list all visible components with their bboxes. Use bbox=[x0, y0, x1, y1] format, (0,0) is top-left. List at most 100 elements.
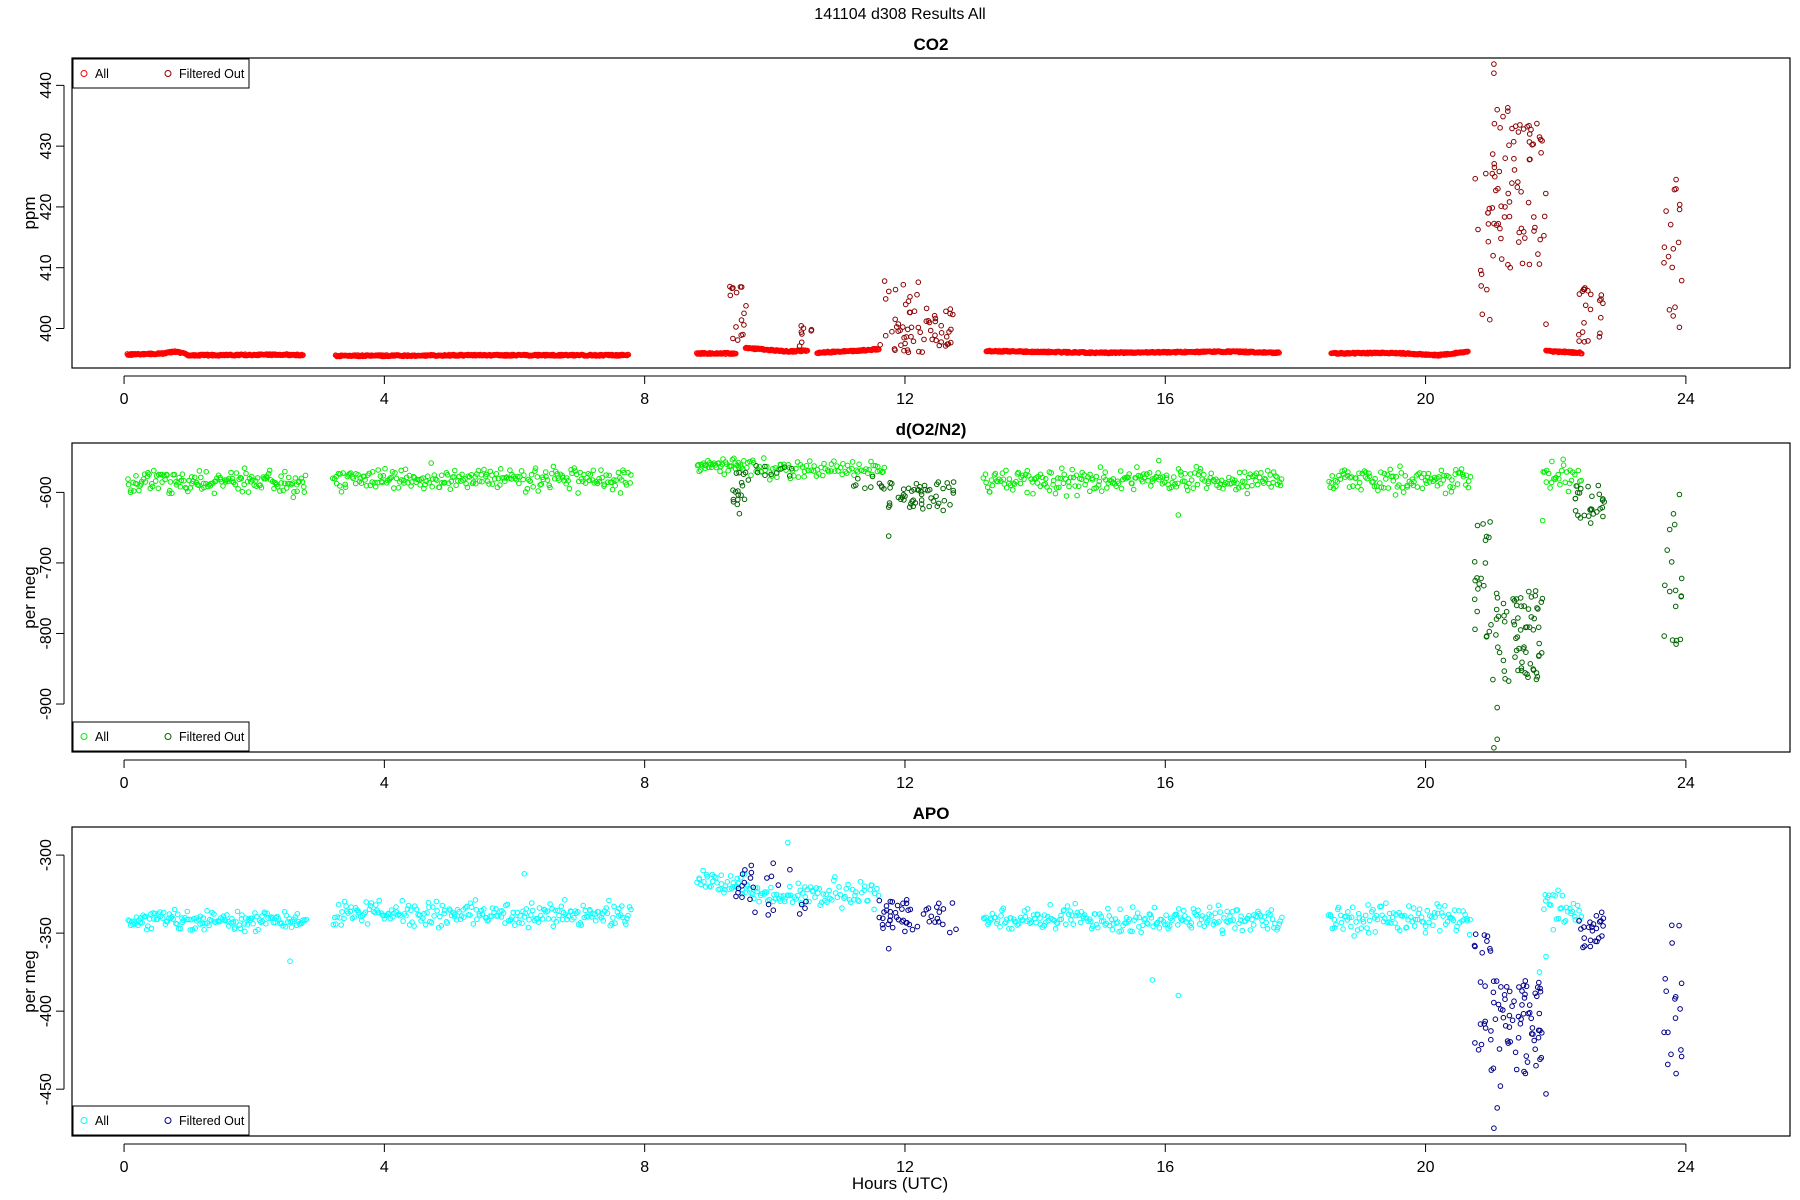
data-point-filtered bbox=[1670, 246, 1677, 252]
data-point-filtered bbox=[900, 281, 907, 288]
data-point-all bbox=[785, 892, 792, 899]
data-point-all bbox=[334, 914, 341, 920]
data-point-all bbox=[1052, 925, 1059, 932]
data-point-filtered bbox=[1535, 624, 1542, 631]
data-point-filtered bbox=[936, 909, 943, 915]
data-point-all bbox=[869, 882, 875, 889]
data-point-all bbox=[1098, 488, 1105, 495]
data-point-all bbox=[1206, 904, 1213, 911]
data-point-all bbox=[483, 471, 490, 478]
data-point-filtered bbox=[1496, 649, 1503, 656]
data-point-all bbox=[179, 471, 186, 478]
legend-box bbox=[72, 1105, 250, 1136]
data-point-filtered bbox=[1490, 978, 1497, 985]
data-point-all bbox=[831, 877, 837, 884]
data-point-filtered bbox=[902, 493, 908, 499]
data-point-all bbox=[441, 910, 448, 917]
data-point-filtered bbox=[1678, 575, 1685, 582]
legend-item-filtered: Filtered Out bbox=[179, 1114, 245, 1128]
data-point-all bbox=[1215, 902, 1222, 909]
data-point-filtered bbox=[1497, 1083, 1504, 1089]
data-point-filtered bbox=[915, 324, 922, 331]
data-point-all bbox=[994, 918, 1001, 924]
data-point-all bbox=[603, 905, 610, 911]
data-point-all bbox=[423, 478, 430, 485]
data-point-all bbox=[1365, 930, 1372, 936]
plot-frame bbox=[71, 826, 1791, 1137]
data-point-all bbox=[288, 924, 295, 931]
data-point-all bbox=[1420, 919, 1427, 925]
data-point-filtered bbox=[1665, 253, 1672, 260]
legend-marker bbox=[164, 1117, 172, 1124]
data-point-all bbox=[777, 893, 784, 899]
data-point-filtered bbox=[1486, 628, 1493, 635]
data-point-filtered bbox=[1498, 203, 1504, 209]
data-point-all bbox=[603, 472, 610, 478]
data-point-all bbox=[710, 461, 716, 468]
data-point-all bbox=[839, 905, 845, 911]
data-point-all bbox=[1467, 916, 1473, 923]
data-point-all bbox=[1366, 917, 1373, 924]
data-point-filtered bbox=[1507, 264, 1513, 271]
data-point-all bbox=[1380, 918, 1387, 925]
legend-box bbox=[72, 721, 250, 752]
data-point-all bbox=[1065, 911, 1072, 918]
data-point-all bbox=[807, 458, 813, 464]
data-point-all bbox=[604, 910, 611, 917]
data-point-all bbox=[846, 467, 852, 473]
data-point-all bbox=[1148, 915, 1155, 921]
x-tick-label: 8 bbox=[640, 1159, 649, 1176]
data-point-filtered bbox=[903, 897, 910, 903]
data-point-all bbox=[1399, 484, 1406, 491]
data-point-all bbox=[1097, 464, 1104, 470]
data-point-all bbox=[1074, 492, 1080, 499]
data-point-all bbox=[372, 484, 379, 490]
data-point-all bbox=[337, 483, 343, 489]
data-point-filtered bbox=[742, 867, 748, 873]
data-point-all bbox=[1228, 480, 1235, 487]
data-point-filtered bbox=[1578, 485, 1584, 492]
data-point-all bbox=[1066, 483, 1072, 490]
data-point-all bbox=[1393, 474, 1400, 480]
data-point-all bbox=[337, 471, 343, 477]
data-point-all bbox=[198, 474, 204, 481]
data-point-all bbox=[151, 467, 157, 474]
data-point-filtered bbox=[1500, 657, 1507, 664]
data-point-all bbox=[1328, 913, 1334, 920]
data-point-filtered bbox=[1585, 287, 1591, 294]
data-point-all bbox=[1358, 486, 1364, 493]
data-point-filtered bbox=[877, 342, 884, 348]
data-point-filtered bbox=[1597, 330, 1603, 337]
data-point-filtered bbox=[1539, 595, 1546, 602]
data-point-all bbox=[1125, 474, 1131, 481]
data-point-all bbox=[175, 925, 182, 932]
data-point-all bbox=[1358, 925, 1365, 932]
data-point-all bbox=[424, 473, 431, 480]
data-point-filtered bbox=[735, 496, 741, 503]
data-point-all bbox=[201, 926, 207, 933]
data-point-all bbox=[385, 910, 392, 917]
data-point-all bbox=[183, 485, 190, 492]
data-point-filtered bbox=[1514, 634, 1521, 640]
data-point-all bbox=[609, 486, 616, 493]
data-point-filtered bbox=[1490, 989, 1497, 996]
data-point-all bbox=[619, 903, 625, 909]
data-point-filtered bbox=[1587, 520, 1594, 526]
data-point-all bbox=[520, 476, 526, 483]
data-point-all bbox=[747, 458, 753, 465]
panel-2: APO per meg 0 4 8 12 16 20 24 -300 -350 -400 -450 All… bbox=[20, 804, 1791, 1176]
data-point-all bbox=[1465, 348, 1471, 355]
data-point-all bbox=[493, 471, 500, 477]
data-point-filtered bbox=[1596, 919, 1603, 925]
data-point-filtered bbox=[1518, 667, 1525, 674]
data-point-all bbox=[481, 906, 487, 912]
data-point-filtered bbox=[1484, 286, 1490, 293]
data-point-filtered bbox=[916, 348, 922, 355]
data-point-all bbox=[1402, 473, 1409, 479]
data-point-filtered bbox=[941, 497, 948, 504]
data-point-filtered bbox=[950, 490, 957, 496]
x-axis: 0 4 8 12 16 20 24 bbox=[120, 375, 1695, 408]
data-point-all bbox=[1372, 475, 1378, 482]
data-point-filtered bbox=[899, 494, 906, 501]
data-point-all bbox=[795, 474, 802, 480]
